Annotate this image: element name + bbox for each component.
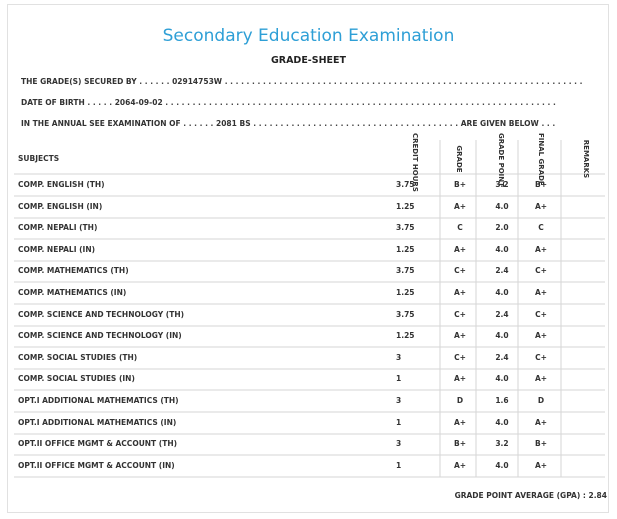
point-cell: 2.4: [495, 266, 509, 276]
point-cell: 4.0: [495, 244, 509, 254]
dob-label: DATE OF BIRTH: [21, 98, 85, 107]
grade-cell: C: [457, 223, 463, 233]
grade-header: GRADE: [455, 145, 463, 173]
credit-cell: 3: [396, 396, 402, 405]
grade-cell: C+: [454, 266, 466, 276]
final-cell: A+: [534, 417, 548, 427]
credit-cell: 1.25: [396, 244, 415, 254]
grade-cell: A+: [453, 331, 467, 341]
subject-name: COMP. SCIENCE AND TECHNOLOGY (IN): [18, 331, 182, 341]
credit-cell: 1: [396, 417, 402, 427]
exam-suffix: ARE GIVEN BELOW: [460, 119, 539, 128]
subject-name: COMP. MATHEMATICS (TH): [18, 266, 129, 276]
final-cell: C+: [535, 352, 547, 362]
credit-cell: 1.25: [396, 288, 415, 297]
point-cell: 4.0: [495, 331, 509, 341]
credit-cell: 3: [396, 352, 402, 362]
grade-cell: C+: [454, 309, 466, 319]
remarks-header: REMARKS: [582, 139, 590, 179]
final-cell: A+: [534, 331, 548, 341]
credit-cell: 1.25: [396, 331, 415, 341]
point-cell: 4.0: [495, 374, 509, 384]
subject-name: COMP. ENGLISH (TH): [18, 180, 105, 189]
gpa-line: GRADE POINT AVERAGE (GPA) : 2.84: [455, 491, 607, 500]
credit-cell: 1.25: [396, 201, 415, 211]
grade-cell: A+: [453, 374, 467, 384]
credit-cell: 1: [396, 460, 402, 470]
subject-name: COMP. SOCIAL STUDIES (TH): [18, 352, 138, 362]
final-cell: A+: [534, 374, 548, 384]
grade-cell: A+: [453, 460, 467, 470]
point-cell: 1.6: [495, 396, 509, 405]
subject-name: COMP. MATHEMATICS (IN): [18, 288, 127, 297]
final-cell: C: [538, 223, 544, 233]
final-cell: A+: [534, 288, 548, 297]
subject-name: COMP. ENGLISH (IN): [18, 201, 103, 211]
subject-name: COMP. SOCIAL STUDIES (IN): [18, 374, 135, 384]
subject-name: OPT.I ADDITIONAL MATHEMATICS (IN): [18, 417, 177, 427]
final-cell: A+: [534, 244, 548, 254]
dob-value: 2064-09-02: [114, 98, 163, 107]
exam-line: IN THE ANNUAL SEE EXAMINATION OF . . . .…: [21, 119, 556, 128]
final-cell: B+: [534, 439, 547, 449]
final-cell: A+: [534, 460, 548, 470]
credit-cell: 3.75: [396, 266, 415, 276]
grade-cell: D: [456, 396, 464, 405]
grade-sheet-heading: GRADE-SHEET: [270, 55, 347, 66]
subject-name: OPT.I ADDITIONAL MATHEMATICS (TH): [18, 396, 179, 405]
grade-cell: C+: [454, 352, 466, 362]
gpa-value: 2.84: [588, 491, 607, 500]
symbol-number: 02914753W: [172, 77, 223, 86]
final-cell: C+: [535, 309, 547, 319]
gpa-label: GRADE POINT AVERAGE (GPA) :: [454, 491, 586, 500]
secured-by-line: THE GRADE(S) SECURED BY . . . . . . 0291…: [21, 77, 583, 86]
final-cell: B+: [534, 180, 547, 189]
grade-cell: A+: [453, 201, 467, 211]
subjects-header: SUBJECTS: [18, 154, 60, 163]
final-cell: C+: [535, 266, 547, 276]
grade-cell: A+: [453, 244, 467, 254]
exam-year: 2081 BS: [216, 119, 251, 128]
grade-sheet-frame: [7, 4, 609, 513]
credit-cell: 3.75: [396, 223, 415, 233]
exam-label: IN THE ANNUAL SEE EXAMINATION OF: [21, 119, 181, 128]
final-grade-header: FINAL GRADE: [537, 133, 545, 186]
grade-cell: A+: [453, 417, 467, 427]
point-cell: 3.2: [495, 439, 509, 449]
dob-line: DATE OF BIRTH . . . . . 2064-09-02 . . .…: [21, 98, 556, 107]
subject-name: COMP. SCIENCE AND TECHNOLOGY (TH): [18, 309, 185, 319]
point-cell: 4.0: [495, 288, 509, 297]
final-cell: D: [537, 396, 545, 405]
grade-cell: B+: [453, 439, 466, 449]
exam-title: Secondary Education Examination: [162, 26, 455, 46]
subject-name: OPT.II OFFICE MGMT & ACCOUNT (TH): [18, 439, 178, 449]
point-cell: 2.0: [495, 223, 509, 233]
grade-point-header: GRADE POINT: [497, 133, 505, 187]
point-cell: 4.0: [495, 460, 509, 470]
credit-cell: 3: [396, 439, 402, 449]
subject-name: OPT.II OFFICE MGMT & ACCOUNT (IN): [18, 460, 175, 470]
credit-hours-header: CREDIT HOURS: [411, 133, 419, 192]
subject-name: COMP. NEPALI (IN): [18, 244, 96, 254]
final-cell: A+: [534, 201, 548, 211]
point-cell: 4.0: [495, 201, 509, 211]
subject-name: COMP. NEPALI (TH): [18, 223, 98, 233]
secured-by-label: THE GRADE(S) SECURED BY: [21, 77, 137, 86]
credit-cell: 3.75: [396, 180, 415, 189]
point-cell: 4.0: [495, 417, 509, 427]
point-cell: 2.4: [495, 309, 509, 319]
credit-cell: 3.75: [396, 309, 415, 319]
grade-cell: B+: [453, 180, 466, 189]
point-cell: 2.4: [495, 352, 509, 362]
point-cell: 3.2: [495, 180, 509, 189]
grade-cell: A+: [453, 288, 467, 297]
credit-cell: 1: [396, 374, 402, 384]
